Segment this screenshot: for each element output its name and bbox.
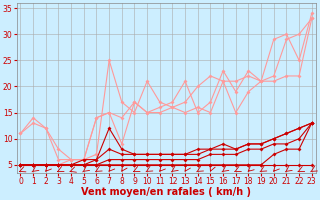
X-axis label: Vent moyen/en rafales ( km/h ): Vent moyen/en rafales ( km/h )	[81, 187, 251, 197]
